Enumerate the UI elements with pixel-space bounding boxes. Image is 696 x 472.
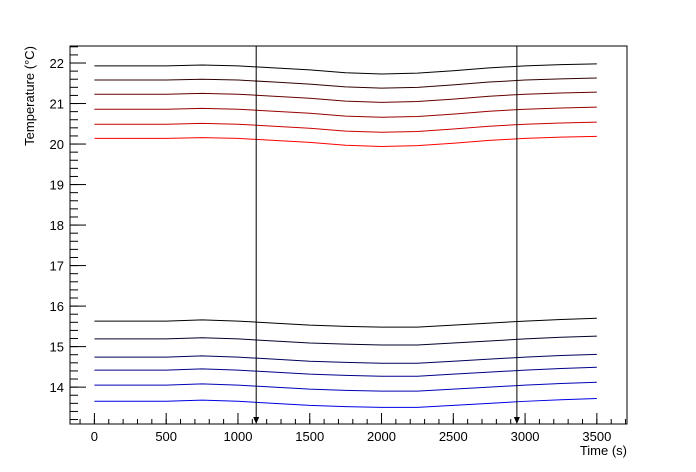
- x-tick-label: 500: [155, 429, 177, 444]
- x-tick-label: 1000: [224, 429, 253, 444]
- frame: [69, 45, 628, 425]
- y-tick-label: 17: [50, 259, 64, 274]
- x-axis-label: Time (s): [580, 443, 627, 458]
- series-line: [94, 106, 597, 118]
- series-line: [94, 366, 597, 377]
- series-line: [94, 63, 597, 75]
- marker-arrow: [253, 417, 260, 424]
- x-tick-label: 3000: [511, 429, 540, 444]
- series-line: [94, 135, 597, 147]
- series-line: [94, 317, 597, 328]
- marker-arrow: [513, 417, 520, 424]
- y-tick-label: 16: [50, 299, 64, 314]
- x-tick-label: 0: [91, 429, 98, 444]
- y-tick-label: 18: [50, 218, 64, 233]
- y-tick-label: 19: [50, 178, 64, 193]
- x-tick-label: 3500: [582, 429, 611, 444]
- y-tick-label: 21: [50, 97, 64, 112]
- series-line: [94, 381, 597, 392]
- x-tick-label: 2000: [367, 429, 396, 444]
- y-tick-label: 14: [50, 380, 64, 395]
- x-tick-label: 1500: [295, 429, 324, 444]
- series-line: [94, 121, 597, 133]
- y-tick-label: 20: [50, 137, 64, 152]
- y-axis-label: Temperature (°C): [22, 46, 37, 146]
- series-line: [94, 397, 597, 408]
- x-tick-label: 2500: [439, 429, 468, 444]
- series-line: [94, 91, 597, 103]
- y-tick-label: 22: [50, 56, 64, 71]
- series-line: [94, 77, 597, 89]
- y-tick-label: 15: [50, 340, 64, 355]
- series-line: [94, 335, 597, 346]
- series-line: [94, 353, 597, 364]
